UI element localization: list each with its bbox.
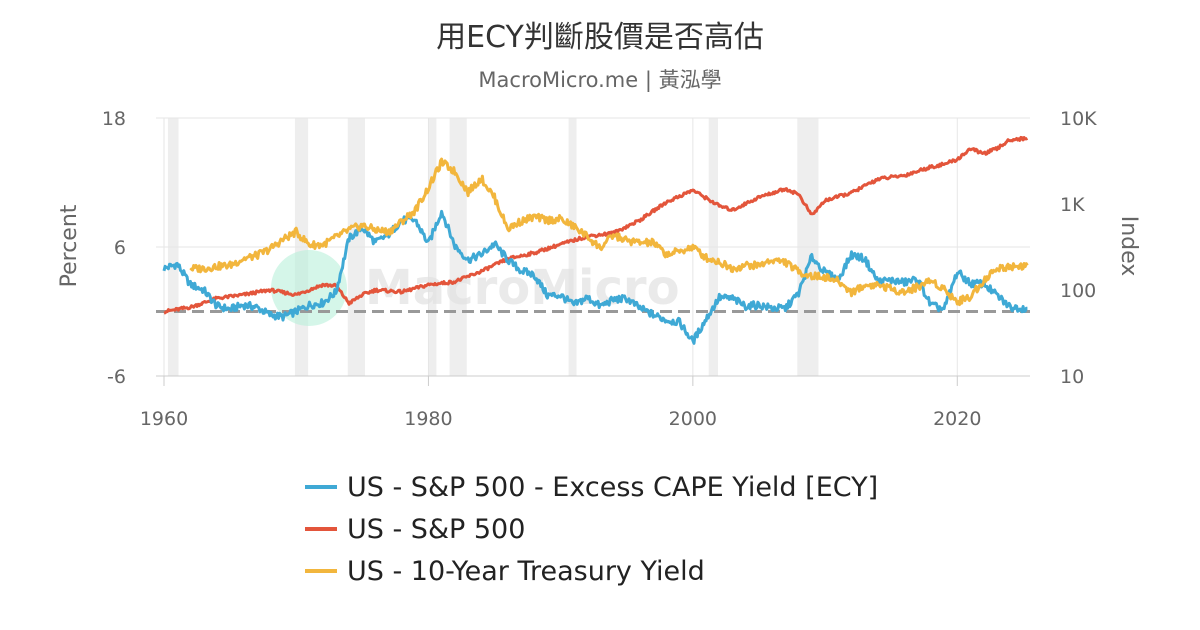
chart-title: 用ECY判斷股價是否高估 — [436, 20, 764, 55]
watermark-logo-icon — [271, 250, 347, 326]
x-tick-label: 2000 — [669, 408, 717, 430]
left-tick-label: 6 — [114, 237, 126, 259]
axes: 1960 1980 2000 2020 -6 6 18 10 100 1K 10K — [102, 108, 1097, 430]
right-tick-label: 10 — [1060, 366, 1084, 388]
legend-label: US - S&P 500 - Excess CAPE Yield [ECY] — [347, 471, 879, 503]
legend: US - S&P 500 - Excess CAPE Yield [ECY] U… — [305, 466, 878, 592]
chart-subtitle: MacroMicro.me | 黃泓學 — [478, 68, 722, 92]
legend-swatch-treasury — [305, 569, 337, 573]
gridlines — [156, 117, 1030, 377]
left-tick-label: 18 — [102, 108, 126, 130]
legend-item-ecy[interactable]: US - S&P 500 - Excess CAPE Yield [ECY] — [305, 466, 878, 508]
legend-swatch-ecy — [305, 485, 337, 489]
legend-item-treasury[interactable]: US - 10-Year Treasury Yield — [305, 550, 878, 592]
left-tick-label: -6 — [107, 366, 126, 388]
series-line-ecy — [162, 209, 1028, 345]
x-tick-label: 1980 — [404, 408, 452, 430]
x-tick-label: 2020 — [933, 408, 981, 430]
right-tick-label: 100 — [1060, 280, 1096, 302]
legend-item-sp500[interactable]: US - S&P 500 — [305, 508, 878, 550]
series-lines — [162, 135, 1029, 345]
right-tick-label: 1K — [1060, 194, 1085, 216]
right-tick-label: 10K — [1060, 108, 1097, 130]
watermark: MacroMicro — [271, 250, 680, 326]
legend-label: US - 10-Year Treasury Yield — [347, 555, 705, 587]
right-axis-label: Index — [1116, 216, 1141, 277]
legend-label: US - S&P 500 — [347, 513, 526, 545]
series-line-treasury — [189, 157, 1029, 307]
legend-swatch-sp500 — [305, 527, 337, 531]
x-tick-label: 1960 — [140, 408, 188, 430]
left-axis-label: Percent — [57, 204, 82, 287]
series-line-sp500 — [163, 135, 1029, 315]
